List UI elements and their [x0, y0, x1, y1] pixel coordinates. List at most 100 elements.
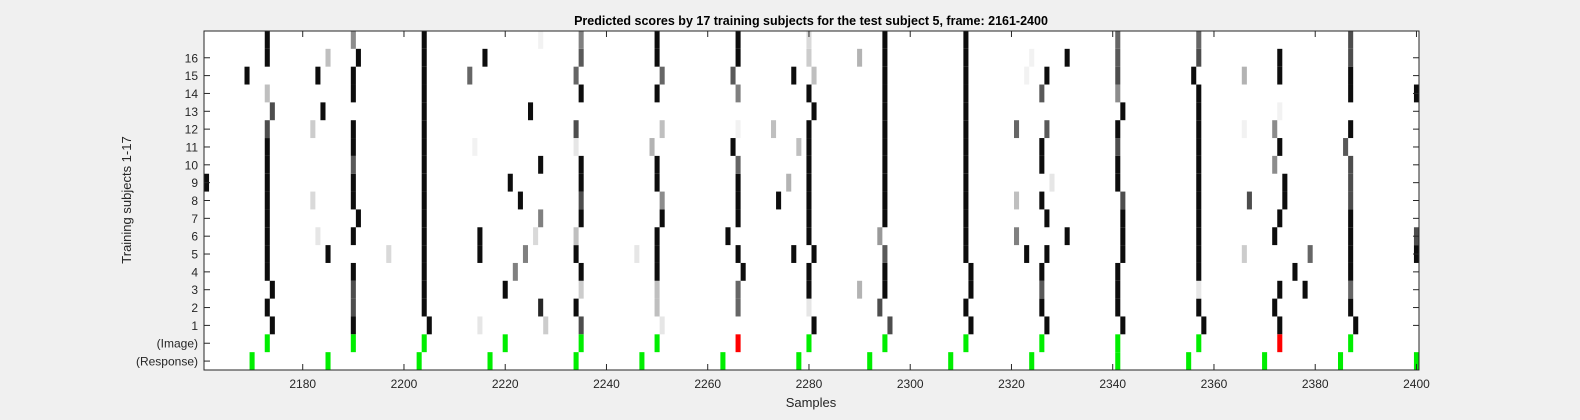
heatmap-cell: [573, 227, 579, 246]
heatmap-cell: [264, 298, 270, 317]
response-marker: [867, 352, 873, 370]
heatmap-cell: [740, 262, 746, 281]
heatmap-cell: [264, 227, 270, 246]
heatmap-cell: [1201, 316, 1207, 335]
heatmap-cell: [350, 138, 356, 156]
heatmap-cell: [517, 191, 523, 210]
heatmap-cell: [968, 316, 974, 335]
heatmap-cell: [350, 120, 356, 139]
response-marker: [249, 352, 255, 370]
heatmap-cell: [1348, 120, 1354, 139]
heatmap-cell: [1196, 298, 1202, 317]
heatmap-cell: [735, 209, 741, 228]
heatmap-cell: [968, 262, 974, 281]
x-tick-label: 2200: [391, 377, 418, 391]
heatmap-cell: [877, 227, 883, 246]
heatmap-cell: [1246, 191, 1252, 210]
heatmap-cell: [1282, 191, 1288, 210]
heatmap-cell: [507, 173, 513, 192]
heatmap-cell: [1272, 298, 1278, 317]
x-tick-label: 2400: [1403, 377, 1430, 391]
heatmap-cell: [1348, 173, 1354, 192]
heatmap-cell: [1302, 280, 1308, 299]
heatmap-cell: [533, 227, 539, 246]
heatmap-cell: [573, 138, 579, 156]
heatmap-cell: [659, 120, 665, 139]
heatmap-cell: [1014, 191, 1020, 210]
heatmap-cells: [204, 31, 1419, 335]
heatmap-cell: [578, 191, 584, 210]
heatmap-cell: [538, 298, 544, 317]
heatmap-cell: [963, 48, 969, 67]
heatmap-cell: [1348, 262, 1354, 281]
heatmap-cell: [1120, 316, 1126, 335]
heatmap-cell: [1277, 66, 1283, 85]
heatmap-cell: [269, 316, 275, 335]
y-tick-label: 16: [185, 51, 199, 65]
image-marker: [264, 334, 270, 353]
image-marker: [806, 334, 812, 353]
heatmap-cell: [654, 173, 660, 192]
response-marker: [416, 352, 422, 370]
heatmap-cell: [578, 48, 584, 67]
heatmap-cell: [538, 155, 544, 174]
heatmap-cell: [350, 316, 356, 335]
heatmap-cell: [1049, 173, 1055, 192]
heatmap-cell: [578, 316, 584, 335]
heatmap-cell: [882, 155, 888, 174]
image-marker: [1348, 334, 1354, 353]
heatmap-cell: [350, 66, 356, 85]
heatmap-cell: [1039, 262, 1045, 281]
heatmap-cell: [771, 120, 777, 139]
heatmap-cell: [421, 262, 427, 281]
heatmap-cell: [963, 138, 969, 156]
heatmap-cell: [1039, 280, 1045, 299]
heatmap-cell: [421, 138, 427, 156]
heatmap-cell: [1039, 138, 1045, 156]
heatmap-cell: [735, 173, 741, 192]
y-tick-label: 14: [185, 87, 199, 101]
heatmap-cell: [421, 298, 427, 317]
heatmap-cell: [730, 66, 736, 85]
heatmap-cell: [654, 155, 660, 174]
heatmap-cell: [421, 84, 427, 103]
x-tick-label: 2360: [1201, 377, 1228, 391]
image-marker: [654, 334, 660, 353]
heatmap-cell: [806, 120, 812, 139]
heatmap-cell: [1196, 102, 1202, 121]
heatmap-cell: [421, 102, 427, 121]
heatmap-cell: [1292, 262, 1298, 281]
heatmap-cell: [1120, 102, 1126, 121]
heatmap-cell: [1044, 120, 1050, 139]
heatmap-cell: [421, 173, 427, 192]
heatmap-cell: [735, 191, 741, 210]
y-tick-label: 13: [185, 105, 199, 119]
heatmap-cell: [963, 245, 969, 263]
heatmap-cell: [735, 280, 741, 299]
response-marker: [487, 352, 493, 370]
heatmap-cell: [1196, 84, 1202, 103]
heatmap-cell: [1115, 138, 1121, 156]
heatmap-cell: [1044, 245, 1050, 263]
heatmap-cell: [654, 280, 660, 299]
heatmap-cell: [1024, 66, 1030, 85]
heatmap-cell: [882, 191, 888, 210]
heatmap-cell: [269, 102, 275, 121]
heatmap-cell: [264, 191, 270, 210]
heatmap-cell: [806, 84, 812, 103]
response-marker: [948, 352, 954, 370]
heatmap-cell: [320, 102, 326, 121]
heatmap-cell: [659, 66, 665, 85]
y-tick-label: 3: [191, 283, 198, 297]
heatmap-cell: [1348, 245, 1354, 263]
heatmap-cell: [1277, 316, 1283, 335]
heatmap-cell: [264, 31, 270, 49]
heatmap-cell: [963, 155, 969, 174]
heatmap-cell: [882, 102, 888, 121]
heatmap-cell: [538, 31, 544, 49]
heatmap-cell: [421, 245, 427, 263]
heatmap-cell: [310, 191, 316, 210]
heatmap-cell: [1196, 227, 1202, 246]
heatmap-cell: [386, 245, 392, 263]
